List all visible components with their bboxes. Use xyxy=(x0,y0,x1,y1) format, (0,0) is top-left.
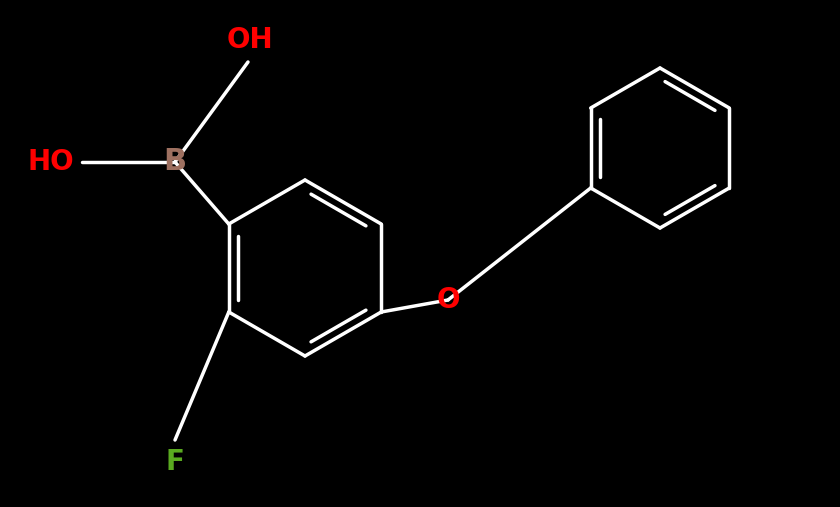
Text: HO: HO xyxy=(28,148,74,176)
Text: OH: OH xyxy=(227,26,273,54)
Text: B: B xyxy=(164,148,186,176)
Text: F: F xyxy=(165,448,185,476)
Text: O: O xyxy=(436,286,459,314)
